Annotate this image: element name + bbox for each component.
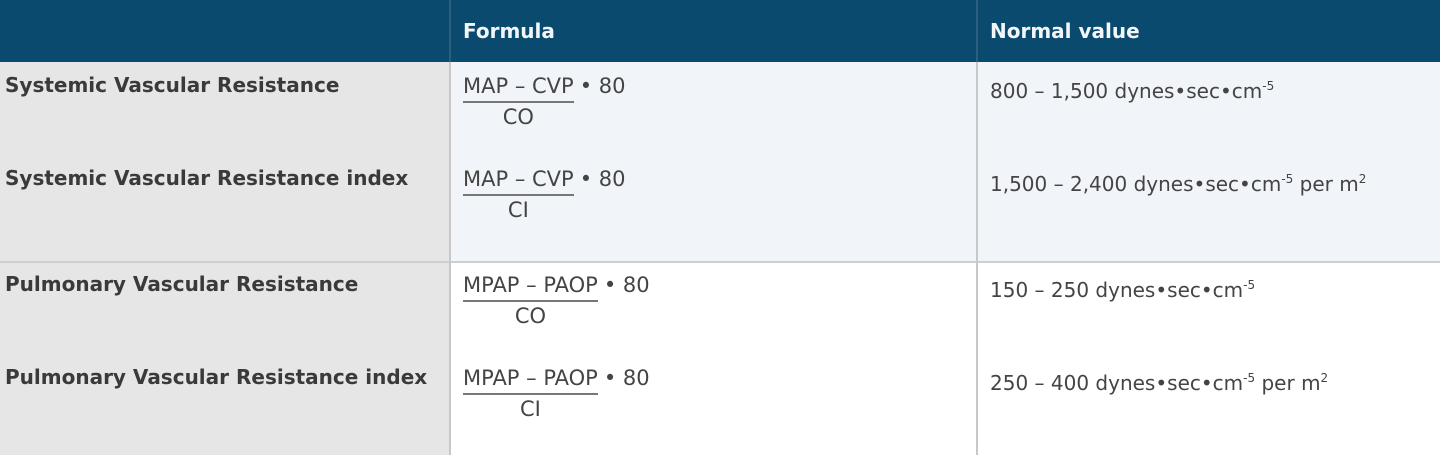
value-suffix: per m <box>1293 172 1359 196</box>
header-normal-value: Normal value <box>990 19 1140 43</box>
normal-value: 800 – 1,500 dynes•sec•cm-5 <box>990 72 1274 105</box>
row-label: Systemic Vascular Resistance index <box>5 166 409 190</box>
multiplier: • 80 <box>603 273 650 297</box>
denominator: CO <box>502 105 534 129</box>
formula: MPAP – PAOP CO • 80 <box>463 271 650 330</box>
multiplier: • 80 <box>603 366 650 390</box>
numerator: MPAP – PAOP <box>463 271 598 302</box>
value-exponent: -5 <box>1281 172 1294 186</box>
row-group-systemic <box>451 62 1440 262</box>
denominator: CI <box>519 397 541 421</box>
numerator: MAP – CVP <box>463 72 574 103</box>
formula: MPAP – PAOP CI • 80 <box>463 364 650 423</box>
numerator: MPAP – PAOP <box>463 364 598 395</box>
denominator: CO <box>514 304 547 328</box>
fraction: MAP – CVP CO <box>463 72 574 131</box>
header-divider <box>449 0 451 62</box>
suffix-exponent: 2 <box>1358 172 1367 186</box>
numerator: MAP – CVP <box>463 165 574 196</box>
multiplier: • 80 <box>579 74 626 98</box>
multiplier: • 80 <box>579 167 626 191</box>
value-text: 800 – 1,500 dynes•sec•cm <box>990 79 1263 103</box>
suffix-exponent: 2 <box>1320 371 1329 385</box>
formula: MAP – CVP CI • 80 <box>463 165 626 224</box>
fraction: MPAP – PAOP CI <box>463 364 598 423</box>
row-label: Systemic Vascular Resistance <box>5 73 340 97</box>
header-formula: Formula <box>463 19 555 43</box>
column-divider <box>449 62 451 455</box>
normal-value: 250 – 400 dynes•sec•cm-5 per m2 <box>990 364 1328 397</box>
header-divider <box>976 0 978 62</box>
value-text: 1,500 – 2,400 dynes•sec•cm <box>990 172 1282 196</box>
table-header <box>0 0 1440 62</box>
label-column <box>0 62 450 455</box>
row-label: Pulmonary Vascular Resistance <box>5 272 359 296</box>
row-label: Pulmonary Vascular Resistance index <box>5 365 428 389</box>
value-exponent: -5 <box>1262 79 1275 93</box>
fraction: MAP – CVP CI <box>463 165 574 224</box>
value-suffix: per m <box>1255 371 1321 395</box>
formula: MAP – CVP CO • 80 <box>463 72 626 131</box>
normal-value: 1,500 – 2,400 dynes•sec•cm-5 per m2 <box>990 165 1366 198</box>
denominator: CI <box>507 198 529 222</box>
fraction: MPAP – PAOP CO <box>463 271 598 330</box>
value-text: 250 – 400 dynes•sec•cm <box>990 371 1244 395</box>
normal-value: 150 – 250 dynes•sec•cm-5 <box>990 271 1255 304</box>
column-divider <box>976 62 978 455</box>
value-exponent: -5 <box>1243 371 1256 385</box>
row-divider <box>0 261 1440 263</box>
value-text: 150 – 250 dynes•sec•cm <box>990 278 1244 302</box>
value-exponent: -5 <box>1243 278 1256 292</box>
